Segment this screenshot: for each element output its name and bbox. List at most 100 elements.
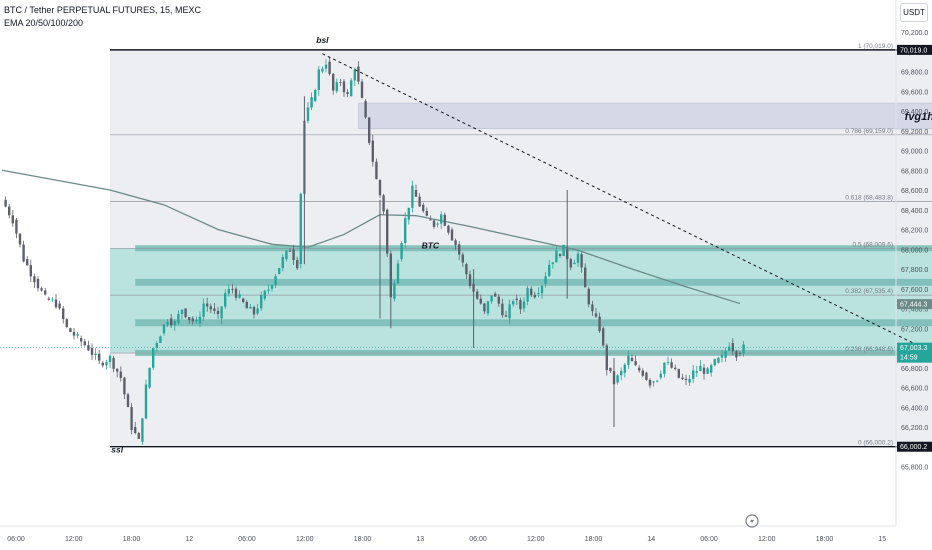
candle [692, 370, 695, 379]
fib-level-label: 0.382 (67,535.4) [845, 288, 893, 295]
time-tick-label: 18:00 [816, 536, 834, 543]
ema-layer [1, 169, 741, 305]
candle [652, 381, 655, 383]
candle [627, 355, 630, 365]
candle [306, 107, 310, 121]
candle [170, 318, 173, 326]
fvg-label: fvg1h [905, 111, 932, 123]
price-axis[interactable]: 65,800.066,000.066,200.066,400.066,600.0… [901, 30, 928, 472]
candle [134, 427, 137, 433]
fib-level-label: 0.236 (66,948.6) [845, 346, 893, 353]
currency-button[interactable]: USDT [900, 3, 928, 22]
price-tick-label: 66,800.0 [901, 366, 928, 373]
time-tick-label: 12 [185, 536, 193, 543]
candle [429, 219, 432, 221]
candle [587, 288, 590, 305]
candle [620, 370, 623, 376]
candle [515, 298, 518, 300]
price-tick-label: 68,600.0 [901, 188, 928, 195]
candle [173, 321, 176, 326]
candle [256, 308, 259, 314]
candle [202, 303, 205, 317]
candle [436, 223, 439, 225]
candle [584, 267, 587, 288]
candle [198, 316, 202, 324]
candle [76, 334, 79, 336]
candle [98, 353, 101, 361]
candle [411, 185, 414, 208]
candle [638, 367, 641, 371]
price-tick-label: 67,600.0 [901, 287, 928, 294]
candle [159, 336, 162, 343]
price-tick-label: 68,400.0 [901, 208, 928, 215]
candle [206, 303, 209, 307]
candle [476, 291, 479, 299]
price-tag-label: 70,019.0 [900, 47, 927, 54]
candle [706, 368, 709, 374]
candle [710, 365, 713, 373]
candle [36, 278, 40, 289]
candle [8, 206, 11, 216]
candle [425, 211, 428, 216]
candle [33, 276, 36, 283]
candle [94, 353, 97, 355]
fib-levels-layer: 1 (70,019.0) 0.786 (69,159.0) 0.618 (68,48… [110, 43, 932, 448]
candle [594, 313, 598, 317]
candle [494, 293, 497, 297]
candle [458, 244, 461, 255]
candle [724, 350, 727, 358]
indicator-legend[interactable]: EMA 20/50/100/200 [4, 18, 84, 28]
candle [15, 219, 18, 234]
candle [296, 259, 299, 269]
candle [288, 250, 292, 252]
candle [58, 303, 61, 309]
candle [130, 407, 133, 431]
candle [324, 64, 328, 69]
candle [51, 299, 54, 301]
price-tag [897, 441, 932, 452]
candle [609, 367, 612, 372]
candle [260, 295, 263, 309]
candle [666, 362, 670, 364]
price-tag-label: 67,444.3 [900, 302, 927, 309]
candle [357, 66, 360, 82]
candle [508, 304, 511, 319]
candle [623, 364, 626, 373]
time-tick-label: 06:00 [238, 536, 256, 543]
candle [162, 324, 166, 334]
candle [4, 199, 7, 207]
candle [695, 371, 698, 373]
candle [335, 82, 338, 92]
time-tick-label: 06:00 [700, 536, 718, 543]
candle [364, 101, 367, 118]
candle [616, 375, 619, 383]
annotation-ssl: ssl [111, 445, 123, 455]
candle [346, 92, 349, 95]
candle [738, 352, 742, 354]
replay-icon[interactable] [745, 514, 759, 528]
time-tick-label: 12:00 [758, 536, 776, 543]
candle [252, 306, 256, 315]
candle [119, 371, 122, 379]
candle [562, 244, 565, 257]
candle [353, 69, 356, 81]
candle [713, 359, 716, 366]
candle [483, 303, 486, 312]
candle [332, 73, 335, 91]
time-tick-label: 06:00 [7, 536, 25, 543]
candle [386, 209, 389, 254]
candle [544, 276, 547, 284]
time-axis[interactable]: 06:00 12:00 18:00 12 06:00 12:00 18:00 13 06:00 1… [7, 536, 886, 543]
candle [90, 348, 94, 355]
candle [440, 214, 443, 224]
candle [576, 253, 580, 263]
candle [112, 357, 115, 369]
candle [220, 306, 223, 319]
candle [717, 357, 720, 363]
price-tick-label: 66,200.0 [901, 425, 928, 432]
time-tick-label: 13 [416, 536, 424, 543]
candle [188, 317, 191, 321]
candle [486, 301, 490, 314]
candle [533, 294, 536, 298]
